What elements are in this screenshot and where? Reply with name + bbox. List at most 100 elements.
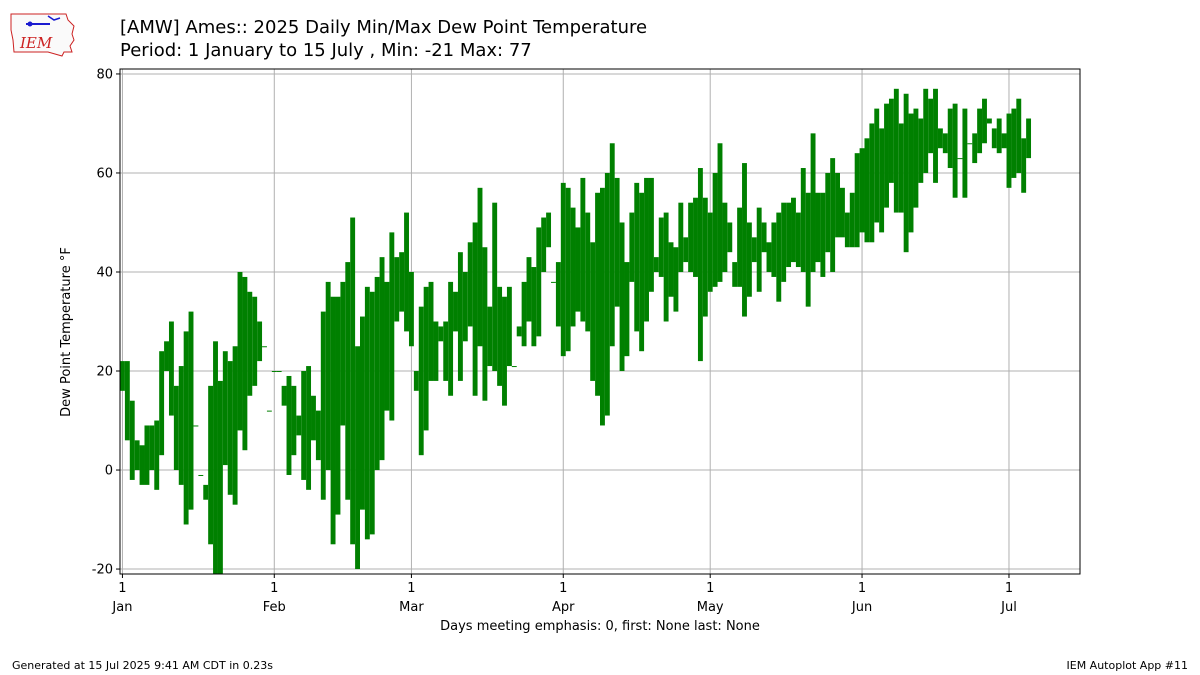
daily-range-bar xyxy=(506,286,512,367)
daily-range-bar xyxy=(428,281,434,381)
daily-range-bar xyxy=(888,98,894,183)
daily-range-bar xyxy=(555,262,561,327)
daily-range-bar xyxy=(325,281,331,471)
iem-logo: IEM xyxy=(10,13,75,57)
daily-range-bar xyxy=(350,217,356,545)
x-tick-label: 1 xyxy=(706,581,714,596)
daily-range-bar xyxy=(634,182,640,332)
daily-range-bar xyxy=(697,168,703,362)
daily-range-bar xyxy=(487,306,493,367)
daily-range-bar xyxy=(663,212,669,322)
daily-range-bar xyxy=(120,361,125,391)
daily-range-bar xyxy=(1001,133,1007,149)
daily-range-bar xyxy=(884,103,889,208)
daily-range-bar xyxy=(614,177,620,307)
daily-range-bar xyxy=(977,108,983,154)
daily-range-bar xyxy=(600,187,605,426)
daily-range-bar xyxy=(776,212,782,302)
daily-range-bar xyxy=(320,311,326,500)
daily-range-bar xyxy=(791,197,796,263)
daily-range-bar xyxy=(560,182,566,357)
x-tick-label: 1 xyxy=(559,581,567,596)
daily-range-bar xyxy=(281,385,287,406)
daily-range-bar xyxy=(996,118,1002,154)
daily-range-bar xyxy=(746,222,752,297)
daily-range-bar xyxy=(188,311,194,510)
daily-range-bar xyxy=(134,440,140,471)
daily-range-bar xyxy=(805,192,811,307)
daily-range-bar xyxy=(286,375,292,475)
daily-range-bar xyxy=(933,88,938,183)
daily-range-bar xyxy=(937,128,943,149)
daily-range-bar xyxy=(957,158,963,160)
daily-range-bar xyxy=(159,351,165,456)
daily-range-bar xyxy=(438,326,444,342)
daily-range-bar xyxy=(761,222,767,253)
daily-range-bar xyxy=(707,212,713,292)
daily-range-bar xyxy=(844,212,850,248)
daily-range-bar xyxy=(1011,108,1017,178)
app-id: IEM Autoplot App #11 xyxy=(1066,659,1189,672)
daily-range-bar xyxy=(154,420,160,490)
daily-range-bar xyxy=(678,202,684,272)
bar-layer xyxy=(120,88,1032,574)
x-tick-label: 1 xyxy=(407,581,415,596)
plot-frame xyxy=(119,68,1081,575)
y-tick-label: 80 xyxy=(96,67,113,82)
daily-range-bar xyxy=(928,98,934,154)
daily-range-bar xyxy=(237,271,243,431)
daily-range-bar xyxy=(585,212,591,332)
daily-range-bar xyxy=(198,474,204,476)
daily-range-bar xyxy=(898,123,904,213)
daily-range-bar xyxy=(947,108,953,169)
daily-range-bar xyxy=(575,227,581,312)
x-tick-label: 1 xyxy=(118,581,126,596)
daily-range-bar xyxy=(1021,138,1027,193)
x-tick-month: May xyxy=(697,600,724,615)
daily-range-bar xyxy=(781,202,787,282)
daily-range-bar xyxy=(653,257,659,272)
generated-timestamp: Generated at 15 Jul 2025 9:41 AM CDT in … xyxy=(12,659,273,672)
daily-range-bar xyxy=(257,321,263,362)
chart-title: [AMW] Ames:: 2025 Daily Min/Max Dew Poin… xyxy=(120,17,648,38)
daily-range-bar xyxy=(423,286,429,431)
daily-range-bar xyxy=(590,242,596,381)
y-tick-label: 40 xyxy=(96,265,113,280)
daily-range-bar xyxy=(952,103,958,198)
daily-range-bar xyxy=(903,93,909,253)
daily-range-bar xyxy=(497,286,503,386)
daily-range-bar xyxy=(551,281,556,283)
daily-range-bar xyxy=(668,242,674,297)
daily-range-bar xyxy=(164,341,169,372)
daily-range-bar xyxy=(467,242,473,327)
tick-layer: -20 0 20 40 60 80 1 Jan 1 Feb 1 Mar 1 Apr 1 May 1 Jun 1 Jul xyxy=(92,67,1017,615)
daily-range-bar xyxy=(570,207,576,327)
daily-range-bar xyxy=(472,222,478,396)
daily-range-bar xyxy=(982,98,987,144)
daily-range-bar xyxy=(252,296,258,386)
daily-range-bar xyxy=(893,88,899,213)
y-tick-label: 0 xyxy=(105,464,113,479)
daily-range-bar xyxy=(609,143,615,347)
daily-range-bar xyxy=(619,222,625,372)
x-tick-month: Apr xyxy=(552,600,575,615)
daily-range-bar xyxy=(173,385,179,471)
daily-range-bar xyxy=(482,247,488,401)
daily-range-bar xyxy=(1006,113,1012,188)
daily-range-bar xyxy=(835,172,840,238)
daily-range-bar xyxy=(962,108,968,198)
daily-range-bar xyxy=(849,192,855,248)
daily-range-bar xyxy=(213,341,218,574)
daily-range-bar xyxy=(521,281,527,347)
daily-range-bar xyxy=(918,118,924,183)
daily-range-bar xyxy=(379,257,385,461)
daily-range-bar xyxy=(413,371,419,391)
y-tick-label: -20 xyxy=(92,563,113,578)
y-axis-label: Dew Point Temperature °F xyxy=(59,247,74,417)
daily-range-bar xyxy=(986,118,992,124)
daily-range-bar xyxy=(732,262,738,287)
daily-range-bar xyxy=(208,385,214,545)
daily-range-bar xyxy=(683,237,689,263)
daily-range-bar xyxy=(247,291,253,396)
daily-range-bar xyxy=(825,172,831,253)
